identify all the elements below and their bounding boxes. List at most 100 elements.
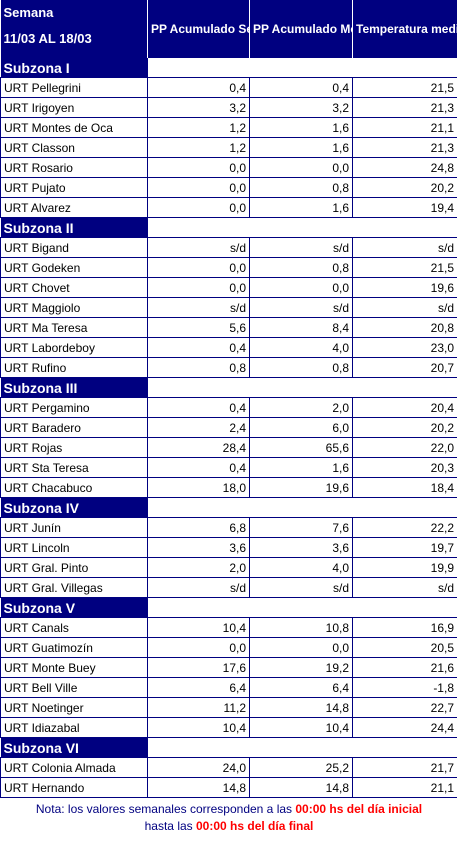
week-header-cell: Semana 11/03 AL 18/03 <box>0 0 148 58</box>
pp-mensual-value: 1,6 <box>249 117 353 138</box>
pp-mensual-value: 0,4 <box>249 77 353 98</box>
subzone-header-spacer <box>147 597 457 618</box>
subzone-header-row: Subzona VI <box>0 737 457 758</box>
station-name: URT Rufino <box>0 357 148 378</box>
subzone-header-spacer <box>147 217 457 238</box>
pp-semanal-value: 0,0 <box>147 637 250 658</box>
pp-semanal-value: 3,2 <box>147 97 250 118</box>
station-name: URT Gral. Pinto <box>0 557 148 578</box>
temp-media-value: 22,7 <box>352 697 457 718</box>
pp-semanal-value: 2,4 <box>147 417 250 438</box>
pp-semanal-value: 1,2 <box>147 137 250 158</box>
temp-media-value: 21,5 <box>352 257 457 278</box>
station-name: URT Labordeboy <box>0 337 148 358</box>
station-row: URT Pellegrini 0,4 0,4 21,5 <box>0 77 457 98</box>
pp-mensual-value: 0,0 <box>249 157 353 178</box>
temp-media-value: 23,0 <box>352 337 457 358</box>
station-name: URT Montes de Oca <box>0 117 148 138</box>
header-row: Semana 11/03 AL 18/03 PP Acumulado Seman… <box>0 0 457 58</box>
pp-mensual-value: 7,6 <box>249 517 353 538</box>
pp-semanal-value: 0,0 <box>147 277 250 298</box>
temp-media-value: 21,5 <box>352 77 457 98</box>
station-row: URT Ma Teresa 5,6 8,4 20,8 <box>0 317 457 338</box>
station-name: URT Chovet <box>0 277 148 298</box>
pp-semanal-value: 28,4 <box>147 437 250 458</box>
pp-mensual-value: s/d <box>249 297 353 318</box>
pp-semanal-value: 11,2 <box>147 697 250 718</box>
station-name: URT Bell Ville <box>0 677 148 698</box>
pp-mensual-value: 1,6 <box>249 457 353 478</box>
station-row: URT Junín 6,8 7,6 22,2 <box>0 517 457 538</box>
station-row: URT Godeken 0,0 0,8 21,5 <box>0 257 457 278</box>
pp-mensual-value: 0,8 <box>249 357 353 378</box>
station-row: URT Gral. Pinto 2,0 4,0 19,9 <box>0 557 457 578</box>
col-pp-mensual-header: PP Acumulado Mensual Marzo <box>249 0 353 58</box>
station-row: URT Canals 10,4 10,8 16,9 <box>0 617 457 638</box>
temp-media-value: 24,8 <box>352 157 457 178</box>
pp-mensual-value: 14,8 <box>249 697 353 718</box>
station-row: URT Labordeboy 0,4 4,0 23,0 <box>0 337 457 358</box>
station-name: URT Sta Teresa <box>0 457 148 478</box>
temp-media-value: 20,7 <box>352 357 457 378</box>
subzone-header-spacer <box>147 497 457 518</box>
temp-media-value: 18,4 <box>352 477 457 498</box>
station-name: URT Pellegrini <box>0 77 148 98</box>
pp-semanal-value: 10,4 <box>147 617 250 638</box>
subzone-header-row: Subzona V <box>0 597 457 618</box>
pp-mensual-value: 1,6 <box>249 197 353 218</box>
station-row: URT Classon 1,2 1,6 21,3 <box>0 137 457 158</box>
station-name: URT Monte Buey <box>0 657 148 678</box>
station-name: URT Noetinger <box>0 697 148 718</box>
station-row: URT Lincoln 3,6 3,6 19,7 <box>0 537 457 558</box>
pp-semanal-value: s/d <box>147 577 250 598</box>
subzone-title: Subzona V <box>0 597 148 618</box>
temp-media-value: -1,8 <box>352 677 457 698</box>
pp-semanal-value: 10,4 <box>147 717 250 738</box>
station-name: URT Pujato <box>0 177 148 198</box>
pp-mensual-value: 0,0 <box>249 277 353 298</box>
pp-semanal-value: 0,0 <box>147 197 250 218</box>
pp-semanal-value: 1,2 <box>147 117 250 138</box>
station-row: URT Chacabuco 18,0 19,6 18,4 <box>0 477 457 498</box>
temp-media-value: 21,1 <box>352 117 457 138</box>
temp-media-value: 20,8 <box>352 317 457 338</box>
pp-mensual-value: 4,0 <box>249 557 353 578</box>
pp-mensual-value: s/d <box>249 237 353 258</box>
footnote: Nota: los valores semanales corresponden… <box>1 798 457 836</box>
station-name: URT Godeken <box>0 257 148 278</box>
station-name: URT Guatimozín <box>0 637 148 658</box>
pp-mensual-value: 19,2 <box>249 657 353 678</box>
station-row: URT Pergamino 0,4 2,0 20,4 <box>0 397 457 418</box>
station-row: URT Montes de Oca 1,2 1,6 21,1 <box>0 117 457 138</box>
station-row: URT Bigand s/d s/d s/d <box>0 237 457 258</box>
subzone-header-spacer <box>147 58 457 78</box>
note-text-1: Nota: los valores semanales corresponden… <box>35 802 296 816</box>
pp-semanal-value: 6,4 <box>147 677 250 698</box>
pp-semanal-value: 0,0 <box>147 257 250 278</box>
station-name: URT Pergamino <box>0 397 148 418</box>
pp-mensual-value: 10,8 <box>249 617 353 638</box>
pp-semanal-value: 2,0 <box>147 557 250 578</box>
pp-mensual-value: 6,4 <box>249 677 353 698</box>
temp-media-value: 20,3 <box>352 457 457 478</box>
temp-media-value: 22,0 <box>352 437 457 458</box>
subzone-header-spacer <box>147 737 457 758</box>
pp-semanal-value: 14,8 <box>147 777 250 798</box>
pp-mensual-value: 8,4 <box>249 317 353 338</box>
temp-media-value: 21,7 <box>352 757 457 778</box>
pp-semanal-value: 0,4 <box>147 457 250 478</box>
station-name: URT Rosario <box>0 157 148 178</box>
station-row: URT Alvarez 0,0 1,6 19,4 <box>0 197 457 218</box>
note-row: Nota: los valores semanales corresponden… <box>1 798 457 836</box>
subzone-header-row: Subzona II <box>0 217 457 238</box>
temp-media-value: 20,2 <box>352 417 457 438</box>
pp-semanal-value: 0,0 <box>147 177 250 198</box>
pp-mensual-value: 25,2 <box>249 757 353 778</box>
note-text-2: hasta las <box>144 819 196 833</box>
pp-mensual-value: 3,6 <box>249 537 353 558</box>
pp-mensual-value: 10,4 <box>249 717 353 738</box>
note-time-start: 00:00 hs del día inicial <box>295 802 423 816</box>
pp-mensual-value: 3,2 <box>249 97 353 118</box>
subzone-title: Subzona VI <box>0 737 148 758</box>
pp-semanal-value: s/d <box>147 237 250 258</box>
